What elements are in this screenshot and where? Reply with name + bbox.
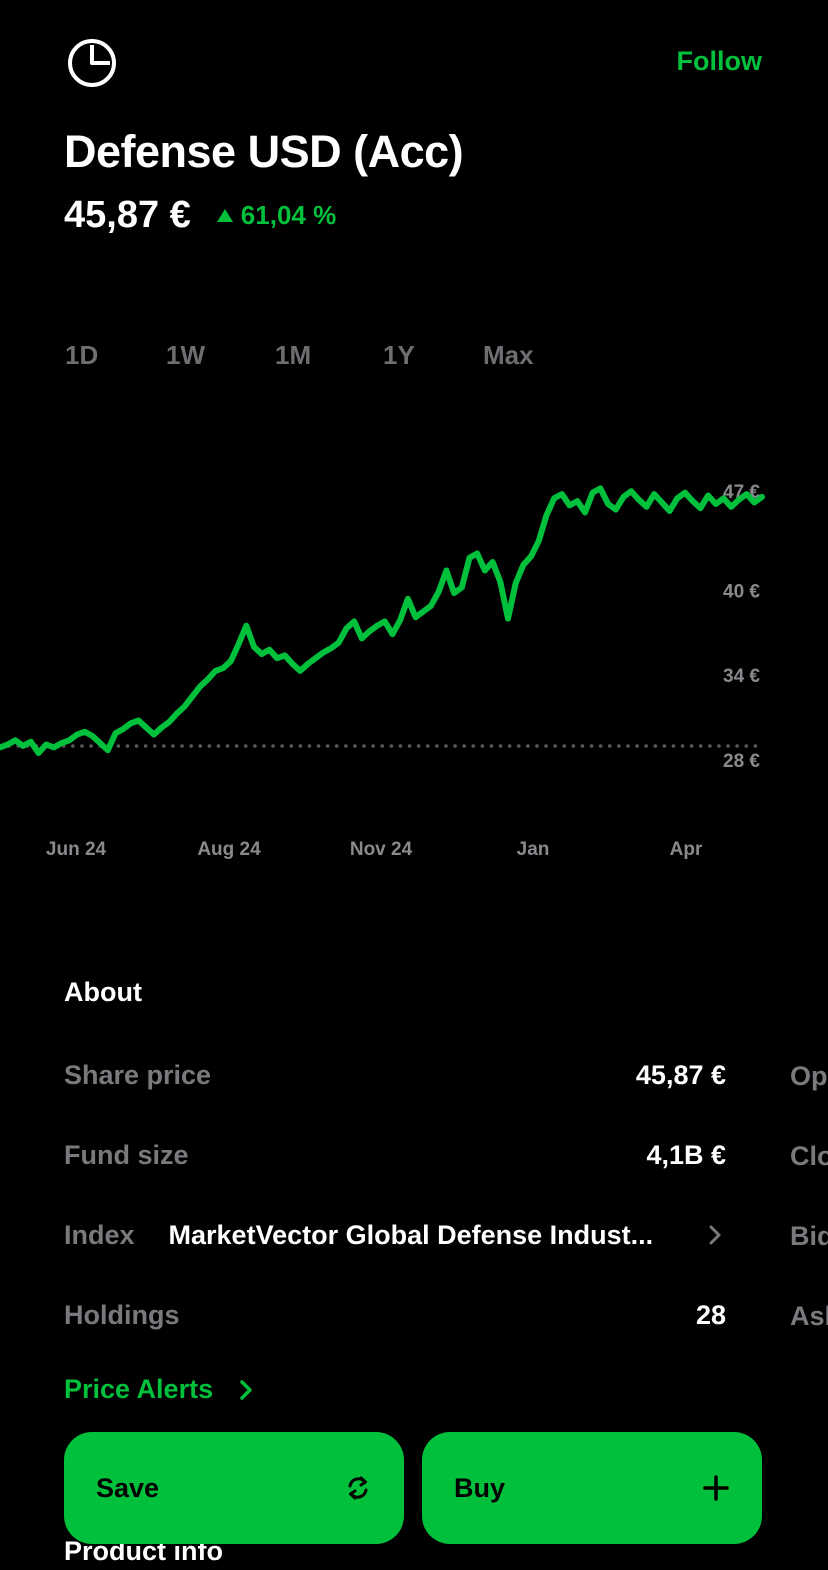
x-tick-label: Jun 24 <box>46 839 107 860</box>
side-label-close: Clo <box>790 1141 828 1171</box>
holdings-label: Holdings <box>64 1299 180 1330</box>
about-heading: About <box>64 977 142 1007</box>
x-tick-label: Apr <box>670 839 703 860</box>
page-title: Defense USD (Acc) <box>64 126 464 177</box>
fund-size-row: Fund size 4,1B € <box>64 1135 726 1175</box>
tab-max[interactable]: Max <box>483 340 534 370</box>
arrow-up-icon <box>216 209 233 222</box>
buy-label: Buy <box>454 1472 506 1503</box>
save-button[interactable]: Save <box>64 1432 404 1544</box>
x-axis: Jun 24 Aug 24 Nov 24 Jan Apr <box>46 839 703 860</box>
y-axis: 47 €40 €34 €28 € <box>723 482 760 772</box>
chevron-right-icon <box>709 1225 721 1245</box>
price-change: 61,04 % <box>216 200 337 231</box>
price-line <box>0 485 765 756</box>
index-label: Index <box>64 1219 135 1250</box>
price-row: 45,87 € 61,04 % <box>64 194 336 237</box>
index-value: MarketVector Global Defense Indust... <box>168 1219 654 1250</box>
price-change-value: 61,04 % <box>240 200 337 230</box>
refresh-icon <box>348 1476 368 1500</box>
tab-1w[interactable]: 1W <box>166 340 205 370</box>
share-price-value: 45,87 € <box>635 1059 726 1090</box>
y-tick-label: 40 € <box>723 581 760 602</box>
current-price: 45,87 € <box>64 194 191 236</box>
tab-1d[interactable]: 1D <box>65 340 99 370</box>
save-label: Save <box>96 1472 160 1503</box>
range-tabs: 1D 1W 1M 1Y Max <box>0 340 828 380</box>
index-row[interactable]: Index MarketVector Global Defense Indust… <box>64 1215 726 1255</box>
share-price-row: Share price 45,87 € <box>64 1055 726 1095</box>
pie-chart-icon[interactable] <box>66 37 118 89</box>
y-tick-label: 34 € <box>723 666 760 687</box>
tab-1y[interactable]: 1Y <box>383 340 415 370</box>
fund-size-label: Fund size <box>64 1139 189 1170</box>
fund-size-value: 4,1B € <box>646 1139 726 1170</box>
x-tick-label: Aug 24 <box>197 839 261 860</box>
side-label-open: Op <box>790 1061 828 1091</box>
price-chart[interactable]: 47 €40 €34 €28 € Jun 24 Aug 24 Nov 24 Jan Ap… <box>0 450 828 870</box>
plus-icon <box>703 1475 729 1501</box>
side-label-ask: Ask <box>790 1301 828 1331</box>
chevron-right-icon <box>240 1379 252 1400</box>
share-price-label: Share price <box>64 1059 212 1090</box>
follow-button[interactable]: Follow <box>676 46 762 76</box>
price-alerts-label: Price Alerts <box>64 1374 214 1404</box>
y-tick-label: 28 € <box>723 751 760 772</box>
tab-1m[interactable]: 1M <box>275 340 312 370</box>
holdings-value: 28 <box>695 1299 726 1330</box>
price-alerts-link[interactable]: Price Alerts <box>64 1374 257 1405</box>
side-label-bid: Bid <box>790 1221 828 1251</box>
holdings-row: Holdings 28 <box>64 1295 726 1335</box>
x-tick-label: Nov 24 <box>350 839 413 860</box>
x-tick-label: Jan <box>517 839 550 860</box>
buy-button[interactable]: Buy <box>422 1432 762 1544</box>
